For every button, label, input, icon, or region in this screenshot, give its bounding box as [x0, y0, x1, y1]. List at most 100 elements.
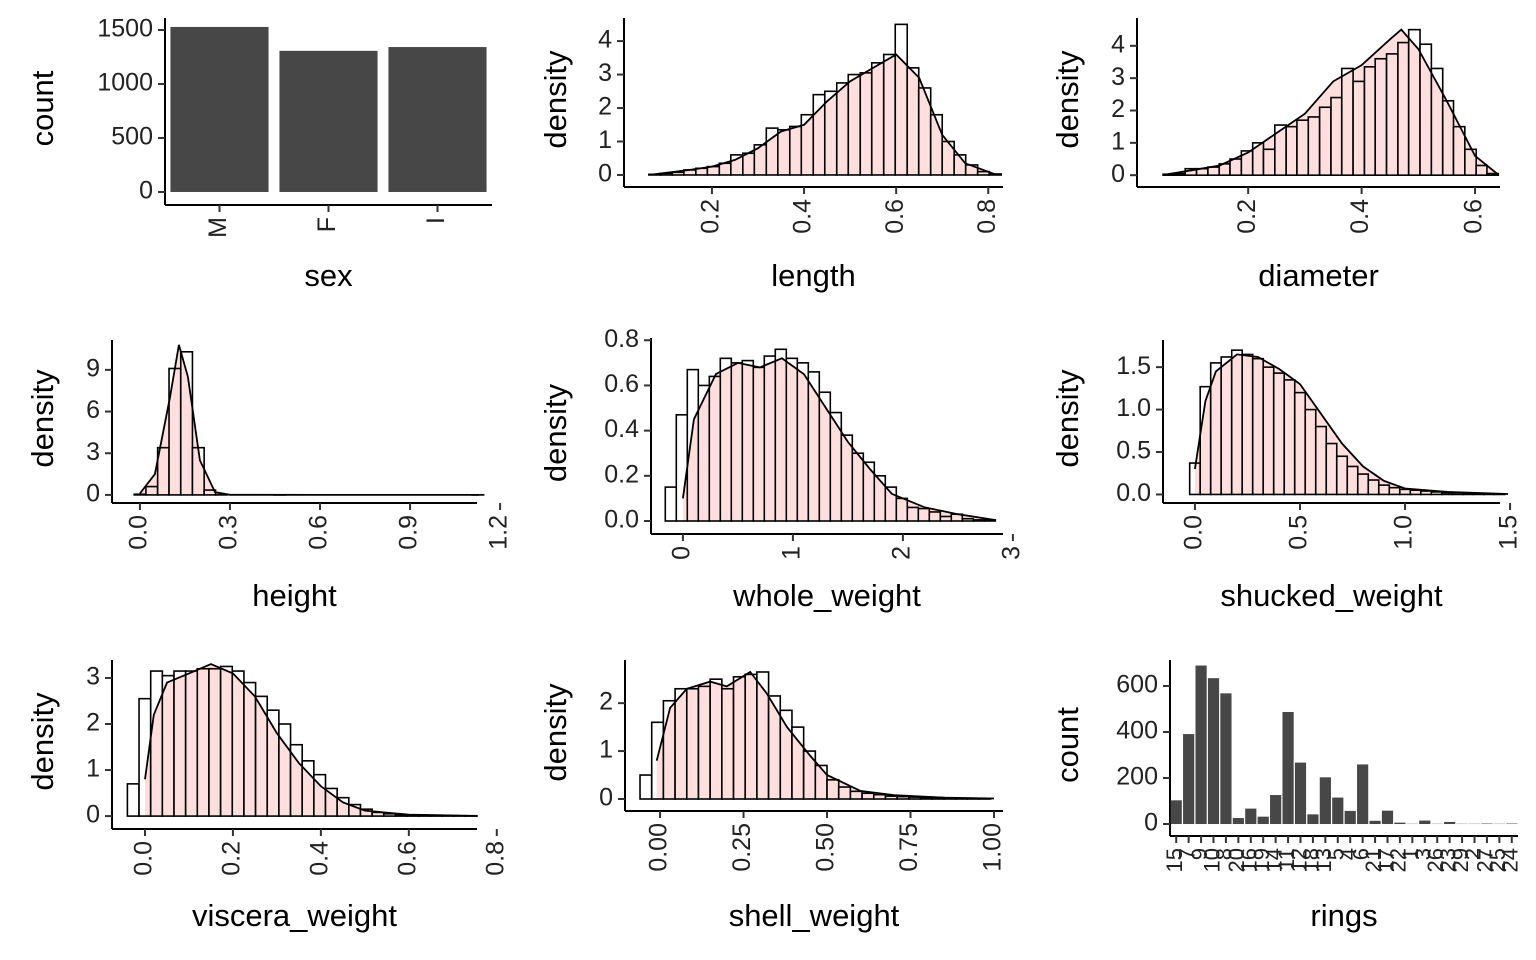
- x-tick-label: 0.4: [1346, 199, 1374, 234]
- x-tick-label: 8: [1212, 848, 1237, 860]
- y-tick-label: 500: [111, 123, 153, 151]
- bar: [1183, 734, 1195, 825]
- y-axis-title: density: [538, 383, 573, 482]
- y-tick-label: 1.5: [1116, 352, 1151, 380]
- x-tick-label: 0.6: [1460, 199, 1488, 234]
- x-tick-label: 2: [888, 546, 916, 560]
- density-line: [144, 663, 478, 817]
- density-line: [1165, 28, 1499, 176]
- density-area: [145, 664, 477, 817]
- x-tick-label: 0.8: [973, 199, 1001, 234]
- x-tick-label: 3: [1411, 848, 1436, 860]
- x-tick-label: 4: [1336, 848, 1361, 860]
- bar: [1394, 822, 1406, 825]
- bar: [1444, 821, 1456, 825]
- x-tick-label: 11: [1274, 848, 1299, 871]
- bar: [1195, 665, 1207, 825]
- x-axis-title: length: [771, 258, 855, 293]
- y-tick-label: 3: [86, 438, 100, 466]
- y-axis-title: count: [25, 70, 60, 146]
- bar: [1357, 764, 1369, 825]
- x-tick-label: I: [422, 217, 450, 224]
- y-tick-label: 0: [1144, 809, 1158, 837]
- y-tick-label: 1.0: [1116, 394, 1151, 422]
- density-line: [139, 344, 480, 496]
- x-tick-label: 5: [1324, 848, 1349, 860]
- y-tick-label: 1: [1111, 127, 1125, 155]
- y-tick-label: 4: [598, 26, 612, 54]
- y-axis-title: density: [25, 692, 60, 791]
- x-tick-label: 18: [1299, 848, 1324, 872]
- bar: [1294, 762, 1307, 825]
- bar: [1419, 820, 1431, 825]
- density-line: [654, 53, 996, 176]
- y-tick-label: 6: [86, 396, 100, 424]
- x-tick-label: 0.0: [130, 841, 158, 876]
- y-tick-label: 0: [599, 784, 613, 812]
- y-tick-label: 0.6: [604, 370, 639, 398]
- x-tick-label: 1.2: [485, 515, 513, 550]
- bar: [1232, 818, 1244, 825]
- y-tick-label: 0.0: [1116, 479, 1151, 507]
- y-tick-label: 3: [1111, 63, 1125, 91]
- histogram-bar: [664, 486, 678, 522]
- density-area: [656, 672, 994, 800]
- x-tick-label: 0.3: [215, 515, 243, 550]
- x-tick-label: 29: [1448, 848, 1473, 872]
- x-tick-label: 2: [1460, 848, 1485, 860]
- bar: [388, 47, 487, 192]
- bar: [1270, 795, 1282, 825]
- x-tick-label: 0.0: [125, 515, 153, 550]
- y-tick-label: 1000: [97, 69, 153, 97]
- y-tick-label: 3: [598, 59, 612, 87]
- y-tick-label: 400: [1116, 717, 1158, 745]
- y-tick-label: 1500: [97, 15, 153, 43]
- y-tick-label: 2: [598, 93, 612, 121]
- density-area: [1165, 29, 1498, 176]
- x-tick-label: 0.6: [881, 199, 909, 234]
- x-axis-title: shucked_weight: [1220, 578, 1443, 613]
- x-tick-label: 12: [1286, 848, 1311, 872]
- y-axis-title: density: [25, 369, 60, 468]
- x-tick-label: 0.4: [789, 199, 817, 234]
- x-tick-label: 27: [1473, 848, 1498, 872]
- x-tick-label: F: [313, 217, 341, 232]
- bar: [1245, 808, 1257, 825]
- x-tick-label: 24: [1498, 848, 1523, 872]
- x-tick-label: 0.25: [728, 823, 756, 872]
- y-tick-label: 200: [1116, 763, 1158, 791]
- y-axis-title: density: [538, 683, 573, 782]
- x-axis-title: viscera_weight: [192, 898, 397, 933]
- y-tick-label: 2: [599, 688, 613, 716]
- x-tick-label: 0.75: [895, 823, 923, 872]
- x-tick-label: 0.00: [645, 823, 673, 872]
- x-tick-label: 16: [1237, 848, 1262, 872]
- bar: [1257, 816, 1269, 825]
- x-axis-title: diameter: [1258, 258, 1379, 293]
- density-area: [1194, 354, 1508, 495]
- bar: [1369, 820, 1381, 825]
- x-tick-label: 17: [1373, 848, 1398, 872]
- bar: [1307, 814, 1319, 825]
- x-tick-label: 0.6: [393, 841, 421, 876]
- x-tick-label: 0: [668, 546, 696, 560]
- x-tick-label: 0.2: [697, 199, 725, 234]
- x-tick-label: 1.5: [1495, 515, 1523, 550]
- bar: [1207, 678, 1220, 825]
- x-tick-label: 1: [778, 546, 806, 560]
- x-tick-label: 15: [1162, 848, 1187, 872]
- x-tick-label: 19: [1249, 848, 1274, 872]
- x-axis-title: shell_weight: [729, 898, 900, 933]
- histogram-bar: [126, 783, 140, 817]
- x-tick-label: 20: [1224, 848, 1249, 872]
- y-tick-label: 0: [1111, 160, 1125, 188]
- x-tick-label: 0.2: [218, 841, 246, 876]
- x-tick-label: 25: [1485, 848, 1510, 872]
- x-tick-label: 0.0: [1180, 515, 1208, 550]
- x-tick-label: M: [204, 217, 232, 238]
- x-tick-label: 0.5: [1285, 515, 1313, 550]
- x-tick-label: 0.4: [305, 841, 333, 876]
- x-tick-label: 9: [1187, 848, 1212, 860]
